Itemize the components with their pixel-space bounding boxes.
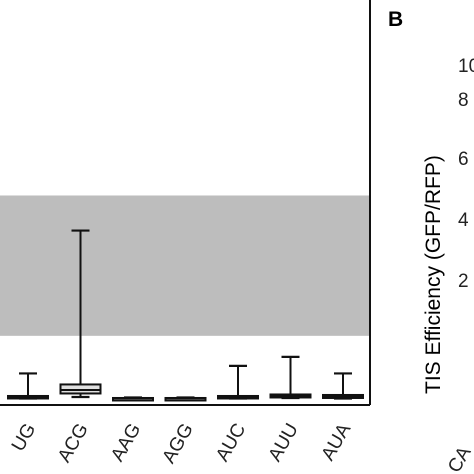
box-aag [112, 396, 154, 402]
right-panel-y-axis-label: TIS Efficiency (GFP/RFP) [422, 155, 445, 394]
x-tick-label-agg: AGG [159, 420, 198, 467]
shaded-band [0, 195, 370, 336]
panel-letter-b: B [388, 8, 403, 31]
x-tick-label-auu: AUU [265, 420, 303, 465]
right-panel-y-ticks: 10 8 6 4 2 [458, 56, 474, 292]
x-tick-label-aag: AAG [107, 420, 145, 465]
box-acg [59, 229, 102, 399]
plot-area [0, 0, 371, 406]
box-auu [269, 355, 312, 400]
x-tick-labels: UG ACG AAG AGG AUC AUU AUA [8, 420, 356, 467]
box-auc [217, 364, 259, 400]
right-y-tick-label-6: 6 [458, 149, 469, 170]
box-aua [322, 372, 364, 400]
x-tick-label-acg: ACG [54, 420, 93, 466]
right-y-tick-label-2: 2 [458, 271, 469, 292]
right-y-tick-label-10: 10 [458, 56, 474, 77]
box-series [7, 229, 364, 402]
x-tick-label-uug: UG [8, 420, 40, 455]
box-uug [7, 372, 49, 400]
right-panel-x-tick-fragment: CA [444, 443, 474, 474]
right-y-tick-label-4: 4 [458, 210, 469, 231]
x-tick-label-auc: AUC [212, 420, 250, 465]
x-tick-label-aua: AUA [318, 420, 356, 465]
iqr-box-acg [59, 383, 102, 395]
right-y-tick-label-8: 8 [458, 90, 469, 111]
box-agg [164, 396, 207, 402]
